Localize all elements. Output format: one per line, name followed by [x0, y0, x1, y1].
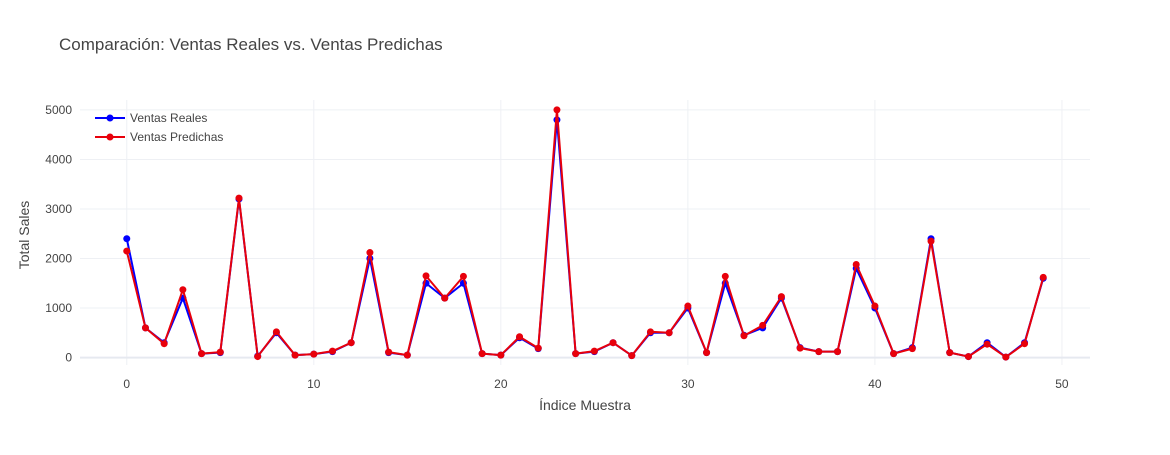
data-point[interactable] [422, 272, 430, 280]
legend-label: Ventas Predichas [130, 130, 223, 144]
data-point[interactable] [254, 353, 262, 361]
data-point[interactable] [665, 329, 673, 337]
data-point[interactable] [759, 321, 767, 329]
data-point[interactable] [964, 353, 972, 361]
data-point[interactable] [216, 348, 224, 356]
data-point[interactable] [908, 345, 916, 353]
data-point[interactable] [572, 350, 580, 358]
data-point[interactable] [179, 286, 187, 294]
data-point[interactable] [983, 340, 991, 348]
data-point[interactable] [478, 350, 486, 358]
data-point[interactable] [871, 302, 879, 310]
series-layer [123, 106, 1047, 361]
data-point[interactable] [628, 352, 636, 360]
x-tick-label: 50 [1055, 377, 1069, 391]
data-point[interactable] [235, 194, 243, 202]
data-point[interactable] [1002, 353, 1010, 361]
data-point[interactable] [834, 348, 841, 356]
data-point[interactable] [497, 351, 505, 359]
data-point[interactable] [1021, 340, 1029, 348]
legend-marker [106, 114, 114, 122]
data-point[interactable] [534, 344, 542, 352]
x-axis-title: Índice Muestra [539, 397, 631, 413]
data-point[interactable] [590, 347, 598, 355]
data-point[interactable] [684, 302, 692, 310]
data-point[interactable] [740, 332, 748, 340]
legend-label: Ventas Reales [130, 111, 207, 125]
data-point[interactable] [852, 260, 860, 268]
data-point[interactable] [160, 340, 168, 348]
data-point[interactable] [441, 294, 449, 302]
y-tick-label: 1000 [45, 301, 72, 315]
legend[interactable]: Ventas Reales Ventas Predichas [95, 111, 223, 144]
data-point[interactable] [141, 324, 149, 332]
data-point[interactable] [927, 237, 935, 245]
data-point[interactable] [366, 249, 374, 257]
data-point[interactable] [553, 106, 561, 114]
legend-item[interactable]: Ventas Predichas [95, 130, 223, 144]
y-axis-title: Total Sales [16, 201, 32, 269]
x-tick-label: 20 [494, 377, 508, 391]
data-point[interactable] [946, 349, 954, 357]
x-tick-label: 30 [681, 377, 695, 391]
series-ventas-predichas [123, 106, 1047, 361]
data-point[interactable] [703, 349, 711, 357]
data-point[interactable] [403, 351, 411, 359]
y-tick-label: 0 [65, 351, 72, 365]
data-point[interactable] [310, 350, 318, 358]
data-point[interactable] [347, 339, 355, 347]
data-point[interactable] [646, 328, 654, 336]
data-point[interactable] [291, 351, 299, 359]
x-tick-label: 10 [307, 377, 321, 391]
data-point[interactable] [721, 272, 729, 280]
data-point[interactable] [1039, 273, 1047, 281]
data-point[interactable] [272, 328, 280, 336]
chart-title: Comparación: Ventas Reales vs. Ventas Pr… [59, 35, 443, 54]
x-tick-label: 0 [123, 377, 130, 391]
y-tick-label: 5000 [45, 103, 72, 117]
legend-marker [106, 133, 114, 141]
axes: 0 10 20 30 40 50 0 1000 2000 3000 4000 5000 [45, 103, 1069, 391]
legend-item[interactable]: Ventas Reales [95, 111, 207, 125]
grid [80, 100, 1090, 365]
data-point[interactable] [796, 344, 804, 352]
data-point[interactable] [123, 247, 131, 255]
y-tick-label: 4000 [45, 152, 72, 166]
series-line [125, 108, 1045, 359]
series-line [125, 118, 1045, 359]
data-point[interactable] [123, 235, 131, 243]
y-tick-label: 2000 [45, 252, 72, 266]
data-point[interactable] [890, 350, 898, 358]
y-tick-label: 3000 [45, 202, 72, 216]
data-point[interactable] [459, 272, 467, 280]
data-point[interactable] [516, 333, 524, 341]
x-tick-label: 40 [868, 377, 882, 391]
data-point[interactable] [198, 350, 206, 358]
data-point[interactable] [815, 348, 823, 356]
data-point[interactable] [329, 347, 336, 355]
data-point[interactable] [385, 348, 393, 356]
data-point[interactable] [777, 293, 785, 301]
data-point[interactable] [609, 339, 617, 347]
series-ventas-reales [123, 116, 1047, 361]
